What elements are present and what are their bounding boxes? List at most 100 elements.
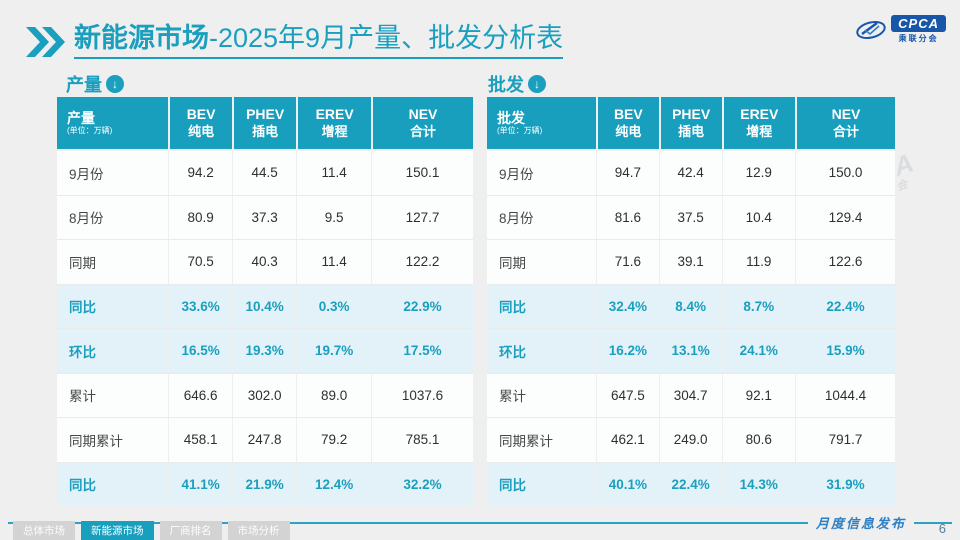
row-label: 9月份 bbox=[69, 166, 104, 182]
column-header-en: NEV bbox=[408, 106, 438, 123]
double-chevron-icon bbox=[26, 26, 65, 57]
production-section-label: 产量 ↓ bbox=[66, 71, 124, 97]
cell-nev: 22.9% bbox=[371, 284, 473, 328]
cell-bev: 458.1 bbox=[168, 418, 232, 462]
cell-nev: 15.9% bbox=[795, 329, 895, 373]
table-row: 累计 646.6 302.0 89.0 1037.6 bbox=[57, 372, 473, 417]
column-header: NEV 合计 bbox=[795, 97, 895, 149]
cell-erev: 14.3% bbox=[721, 462, 795, 506]
cell-phev: 21.9% bbox=[232, 462, 296, 506]
corner-title: 产量 bbox=[67, 110, 95, 127]
cpca-logo-subtitle: 乘联分会 bbox=[898, 34, 939, 43]
cell-phev: 249.0 bbox=[658, 418, 722, 462]
cell-erev: 19.7% bbox=[296, 329, 371, 373]
column-header: EREV 增程 bbox=[721, 97, 796, 149]
row-label: 8月份 bbox=[69, 211, 104, 227]
footer-rule: 月度信息发布 bbox=[8, 513, 952, 532]
cell-nev: 1037.6 bbox=[371, 373, 473, 417]
cell-erev: 89.0 bbox=[296, 373, 371, 417]
column-header-cn: 增程 bbox=[321, 123, 348, 139]
cell-bev: 41.1% bbox=[168, 462, 232, 506]
cell-phev: 22.4% bbox=[658, 462, 722, 506]
column-header: BEV 纯电 bbox=[595, 97, 659, 149]
row-label: 同比 bbox=[499, 478, 526, 494]
column-header-en: NEV bbox=[831, 106, 861, 123]
row-label: 环比 bbox=[499, 344, 526, 360]
column-header: PHEV 插电 bbox=[658, 97, 722, 149]
table-row: 同比 32.4% 8.4% 8.7% 22.4% bbox=[487, 283, 895, 328]
wholesale-table-body: 9月份 94.7 42.4 12.9 150.0 8月份 81.6 37.5 1… bbox=[487, 149, 895, 506]
cell-phev: 10.4% bbox=[232, 284, 296, 328]
corner-title: 批发 bbox=[497, 110, 525, 127]
row-label: 累计 bbox=[499, 389, 526, 405]
cell-nev: 129.4 bbox=[795, 195, 895, 239]
footer-tab[interactable]: 市场分析 bbox=[227, 521, 290, 540]
cell-erev: 24.1% bbox=[721, 329, 795, 373]
row-label: 同期 bbox=[69, 255, 96, 271]
table-row: 9月份 94.2 44.5 11.4 150.1 bbox=[57, 151, 473, 195]
cell-erev: 0.3% bbox=[296, 284, 371, 328]
table-row: 同比 40.1% 22.4% 14.3% 31.9% bbox=[487, 461, 895, 506]
cell-erev: 11.4 bbox=[296, 151, 371, 195]
cell-bev: 80.9 bbox=[168, 195, 232, 239]
cell-nev: 150.0 bbox=[795, 151, 895, 195]
row-label: 同期累计 bbox=[499, 433, 553, 449]
wholesale-table-header: 批发 (单位：万辆) BEV 纯电 PHEV 插电 EREV 增程 NEV 合计 bbox=[487, 97, 895, 149]
cell-erev: 8.7% bbox=[721, 284, 795, 328]
footer-tab[interactable]: 总体市场 bbox=[13, 521, 75, 540]
row-label: 同比 bbox=[69, 478, 96, 494]
column-header-cn: 合计 bbox=[832, 123, 859, 139]
table-row: 同期累计 462.1 249.0 80.6 791.7 bbox=[487, 417, 895, 462]
column-header: PHEV 插电 bbox=[232, 97, 297, 149]
table-row: 同期 70.5 40.3 11.4 122.2 bbox=[57, 239, 473, 284]
wholesale-corner-cell: 批发 (单位：万辆) bbox=[487, 97, 596, 149]
cpca-logo: CPCA 乘联分会 bbox=[855, 15, 946, 44]
footer-tab-label: 新能源市场 bbox=[91, 525, 144, 537]
cell-bev: 33.6% bbox=[168, 284, 232, 328]
cell-nev: 17.5% bbox=[371, 329, 473, 373]
table-row: 累计 647.5 304.7 92.1 1044.4 bbox=[487, 372, 895, 417]
table-row: 同比 33.6% 10.4% 0.3% 22.9% bbox=[57, 283, 473, 328]
row-label: 同期 bbox=[499, 255, 526, 271]
cell-phev: 247.8 bbox=[232, 418, 296, 462]
cell-bev: 71.6 bbox=[595, 240, 659, 284]
cell-nev: 791.7 bbox=[795, 418, 895, 462]
footer-rule-left bbox=[8, 521, 808, 524]
cell-phev: 304.7 bbox=[658, 373, 722, 417]
cell-bev: 16.5% bbox=[168, 329, 232, 373]
column-header-cn: 纯电 bbox=[188, 123, 215, 139]
cell-bev: 94.2 bbox=[168, 151, 232, 195]
footer-tab-label: 厂商排名 bbox=[169, 525, 212, 537]
footer-tab[interactable]: 厂商排名 bbox=[159, 521, 222, 540]
column-header-en: PHEV bbox=[246, 106, 285, 123]
footer-tab[interactable]: 新能源市场 bbox=[81, 521, 154, 540]
row-label: 环比 bbox=[69, 344, 96, 360]
cell-phev: 37.5 bbox=[658, 195, 722, 239]
row-label: 同比 bbox=[69, 300, 96, 316]
down-arrow-icon: ↓ bbox=[106, 75, 124, 93]
cell-nev: 127.7 bbox=[371, 195, 473, 239]
cell-bev: 40.1% bbox=[595, 462, 659, 506]
cell-erev: 11.4 bbox=[296, 240, 371, 284]
production-table: 产量 (单位：万辆) BEV 纯电 PHEV 插电 EREV 增程 NEV 合计 bbox=[57, 97, 473, 506]
table-row: 同期累计 458.1 247.8 79.2 785.1 bbox=[57, 417, 473, 462]
table-row: 环比 16.5% 19.3% 19.7% 17.5% bbox=[57, 328, 473, 373]
footer-note: 月度信息发布 bbox=[815, 517, 906, 532]
cell-phev: 42.4 bbox=[658, 151, 722, 195]
cell-nev: 22.4% bbox=[795, 284, 895, 328]
cell-bev: 32.4% bbox=[595, 284, 659, 328]
cell-erev: 92.1 bbox=[721, 373, 795, 417]
wholesale-table: 批发 (单位：万辆) BEV 纯电 PHEV 插电 EREV 增程 NEV 合计 bbox=[487, 97, 895, 506]
cell-nev: 32.2% bbox=[371, 462, 473, 506]
cell-nev: 785.1 bbox=[371, 418, 473, 462]
cell-phev: 39.1 bbox=[658, 240, 722, 284]
cell-erev: 11.9 bbox=[721, 240, 795, 284]
page-number: 6 bbox=[938, 521, 946, 536]
wholesale-section-label: 批发 ↓ bbox=[488, 71, 546, 97]
production-corner-cell: 产量 (单位：万辆) bbox=[57, 97, 169, 149]
column-header-en: EREV bbox=[740, 106, 779, 123]
footer-tab-label: 市场分析 bbox=[237, 525, 280, 537]
cell-erev: 10.4 bbox=[721, 195, 795, 239]
column-header-cn: 合计 bbox=[410, 123, 437, 139]
column-header-cn: 插电 bbox=[252, 123, 279, 139]
